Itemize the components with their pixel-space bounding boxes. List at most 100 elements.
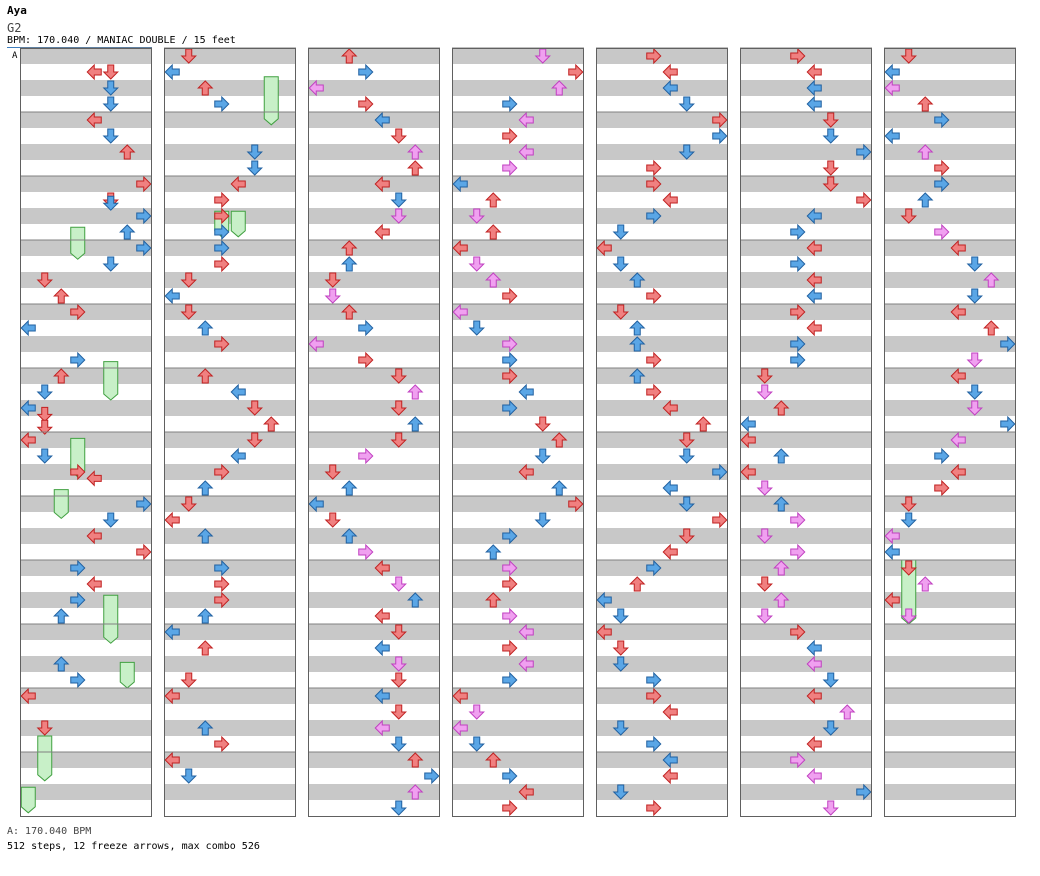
arrow-down-icon — [612, 784, 629, 800]
arrow-left-icon — [740, 431, 756, 449]
column-frame — [884, 48, 1016, 817]
arrow-left-icon — [596, 591, 612, 609]
arrow-left-icon — [518, 783, 534, 801]
stripe — [596, 784, 728, 800]
arrow-down-icon — [324, 272, 341, 288]
arrow-right-icon — [502, 351, 518, 369]
stripe — [596, 112, 728, 128]
arrow-down-icon — [612, 224, 629, 240]
arrow-down-icon — [246, 144, 263, 160]
arrow-left-icon — [452, 687, 468, 705]
arrow-right-icon — [856, 143, 872, 161]
arrow-right-icon — [856, 191, 872, 209]
arrow-up-icon — [551, 432, 568, 448]
stripe — [308, 272, 440, 288]
stripe — [596, 752, 728, 768]
arrow-left-icon — [374, 175, 390, 193]
arrow-left-icon — [806, 687, 822, 705]
stripe — [308, 80, 440, 96]
stripe — [20, 688, 152, 704]
arrow-left-icon — [164, 751, 180, 769]
arrow-down-icon — [36, 448, 53, 464]
arrow-right-icon — [568, 495, 584, 513]
stripe — [596, 592, 728, 608]
arrow-left-icon — [452, 239, 468, 257]
arrow-down-icon — [36, 272, 53, 288]
arrow-right-icon — [502, 159, 518, 177]
arrow-down-icon — [756, 608, 773, 624]
stripe — [308, 720, 440, 736]
stripe — [308, 464, 440, 480]
arrow-down-icon — [822, 720, 839, 736]
arrow-down-icon — [756, 576, 773, 592]
stripe — [20, 48, 152, 64]
stripe — [20, 592, 152, 608]
arrow-right-icon — [856, 783, 872, 801]
arrow-right-icon — [502, 671, 518, 689]
arrow-right-icon — [214, 559, 230, 577]
arrow-left-icon — [518, 143, 534, 161]
stripe — [308, 208, 440, 224]
arrow-right-icon — [646, 687, 662, 705]
arrow-left-icon — [164, 511, 180, 529]
stripe — [452, 112, 584, 128]
stripe — [596, 528, 728, 544]
arrow-right-icon — [70, 303, 86, 321]
stripe — [596, 272, 728, 288]
arrow-right-icon — [1000, 335, 1016, 353]
step-arrows — [20, 47, 1016, 817]
stripe — [884, 496, 1016, 512]
stripe — [596, 656, 728, 672]
stripe — [740, 592, 872, 608]
arrow-right-icon — [502, 335, 518, 353]
arrow-right-icon — [136, 495, 152, 513]
arrow-right-icon — [790, 511, 806, 529]
stripe — [164, 432, 296, 448]
stripe — [20, 752, 152, 768]
arrow-left-icon — [518, 463, 534, 481]
stripe — [308, 496, 440, 512]
measure-stripes — [20, 48, 1016, 800]
arrow-right-icon — [214, 223, 230, 241]
stripe — [596, 208, 728, 224]
arrow-right-icon — [358, 543, 374, 561]
arrow-right-icon — [214, 335, 230, 353]
arrow-left-icon — [662, 191, 678, 209]
stripe — [452, 176, 584, 192]
arrow-left-icon — [740, 415, 756, 433]
arrow-down-icon — [900, 560, 917, 576]
stripe — [20, 112, 152, 128]
arrow-up-icon — [485, 592, 502, 608]
arrow-right-icon — [214, 191, 230, 209]
arrow-right-icon — [712, 463, 728, 481]
arrow-left-icon — [374, 719, 390, 737]
stripe — [884, 272, 1016, 288]
arrow-down-icon — [822, 800, 839, 816]
arrow-left-icon — [806, 639, 822, 657]
arrow-up-icon — [407, 160, 424, 176]
stripe — [308, 592, 440, 608]
stripe — [452, 48, 584, 64]
arrow-left-icon — [452, 303, 468, 321]
footer-bpm: A: 170.040 BPM — [7, 826, 92, 837]
arrow-up-icon — [197, 480, 214, 496]
stripe — [740, 80, 872, 96]
arrow-right-icon — [502, 607, 518, 625]
stripe — [20, 272, 152, 288]
arrow-left-icon — [164, 623, 180, 641]
arrow-left-icon — [86, 470, 102, 487]
arrow-down-icon — [102, 512, 119, 528]
arrow-left-icon — [662, 479, 678, 497]
arrow-right-icon — [502, 639, 518, 657]
arrow-down-icon — [678, 528, 695, 544]
stripe — [308, 432, 440, 448]
arrow-right-icon — [214, 463, 230, 481]
stripe — [452, 80, 584, 96]
arrow-down-icon — [390, 656, 407, 672]
arrow-right-icon — [790, 543, 806, 561]
arrow-down-icon — [324, 288, 341, 304]
arrow-right-icon — [790, 303, 806, 321]
stripe — [308, 784, 440, 800]
arrow-right-icon — [502, 527, 518, 545]
stripe — [308, 336, 440, 352]
